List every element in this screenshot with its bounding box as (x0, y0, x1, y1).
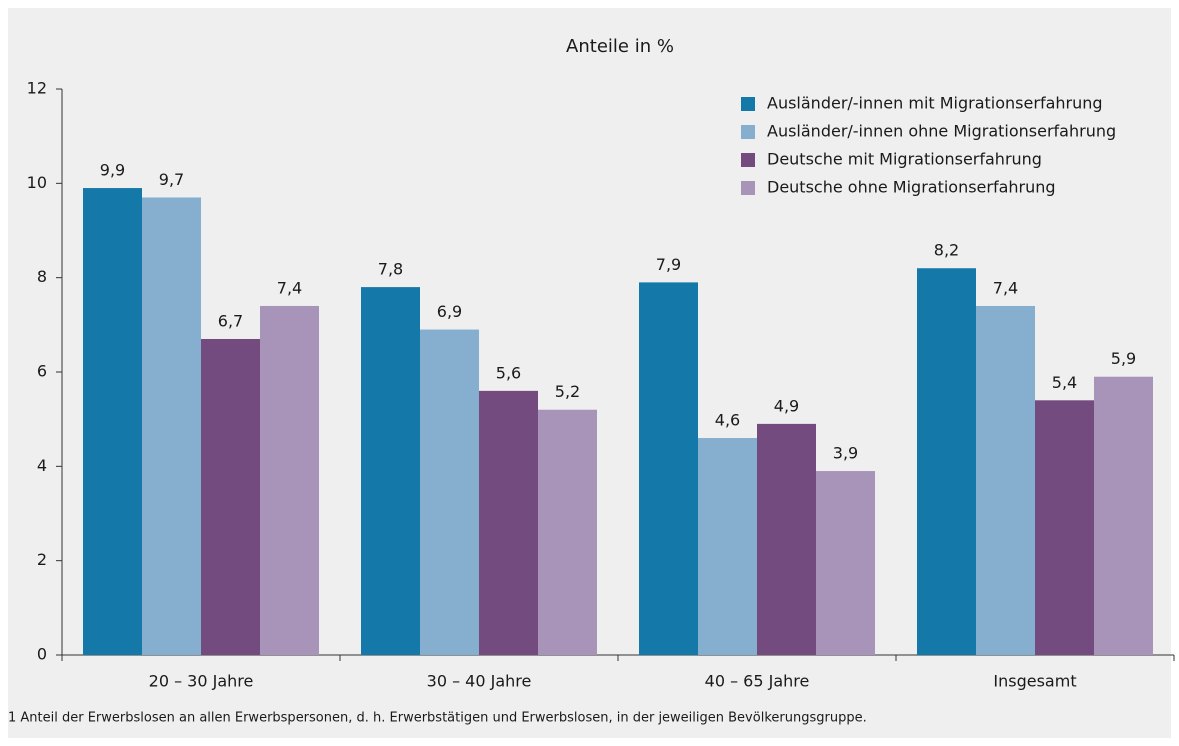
value-label: 8,2 (934, 241, 959, 260)
bar (639, 282, 698, 655)
value-label: 7,9 (656, 255, 681, 274)
footnote: 1 Anteil der Erwerbslosen an allen Erwer… (8, 711, 867, 726)
value-label: 7,4 (277, 278, 302, 297)
y-tick-label: 12 (27, 79, 47, 98)
bar (479, 390, 538, 655)
value-label: 5,2 (555, 382, 580, 401)
legend-label: Deutsche ohne Migrationserfahrung (767, 178, 1056, 197)
legend-label: Ausländer/-innen ohne Migrationserfahrun… (767, 122, 1116, 141)
bar (816, 471, 875, 655)
value-label: 9,9 (100, 161, 125, 180)
legend-swatch (741, 153, 755, 167)
bar (976, 305, 1035, 655)
bar (83, 188, 142, 656)
bar (698, 438, 757, 655)
bar (1035, 400, 1094, 655)
bar (142, 197, 201, 655)
legend-swatch (741, 97, 755, 111)
bar (757, 423, 816, 655)
value-label: 6,9 (437, 302, 462, 321)
y-tick-label: 0 (37, 645, 47, 664)
x-tick-label: Insgesamt (993, 672, 1076, 691)
bar (538, 409, 597, 655)
value-label: 3,9 (833, 444, 858, 463)
bar (201, 338, 260, 655)
value-label: 9,7 (159, 170, 184, 189)
value-label: 4,6 (715, 411, 740, 430)
x-tick-label: 20 – 30 Jahre (149, 672, 254, 691)
chart-title: Anteile in % (566, 36, 674, 57)
value-label: 7,4 (993, 278, 1018, 297)
value-label: 5,4 (1052, 373, 1077, 392)
legend-swatch (741, 181, 755, 195)
value-label: 6,7 (218, 311, 243, 330)
x-tick-label: 40 – 65 Jahre (705, 672, 810, 691)
legend-label: Deutsche mit Migrationserfahrung (767, 150, 1042, 169)
value-label: 5,9 (1111, 349, 1136, 368)
value-label: 4,9 (774, 396, 799, 415)
y-tick-label: 6 (37, 362, 47, 381)
value-label: 7,8 (378, 260, 403, 279)
bar (420, 329, 479, 655)
bar (917, 268, 976, 655)
legend-label: Ausländer/-innen mit Migrationserfahrung (767, 94, 1103, 113)
value-label: 5,6 (496, 363, 521, 382)
bar (1094, 376, 1153, 655)
x-tick-label: 30 – 40 Jahre (427, 672, 532, 691)
y-tick-label: 10 (27, 173, 47, 192)
bar (260, 305, 319, 655)
y-tick-label: 4 (37, 456, 47, 475)
legend-swatch (741, 125, 755, 139)
bar (361, 287, 420, 655)
y-tick-label: 2 (37, 550, 47, 569)
y-tick-label: 8 (37, 267, 47, 286)
